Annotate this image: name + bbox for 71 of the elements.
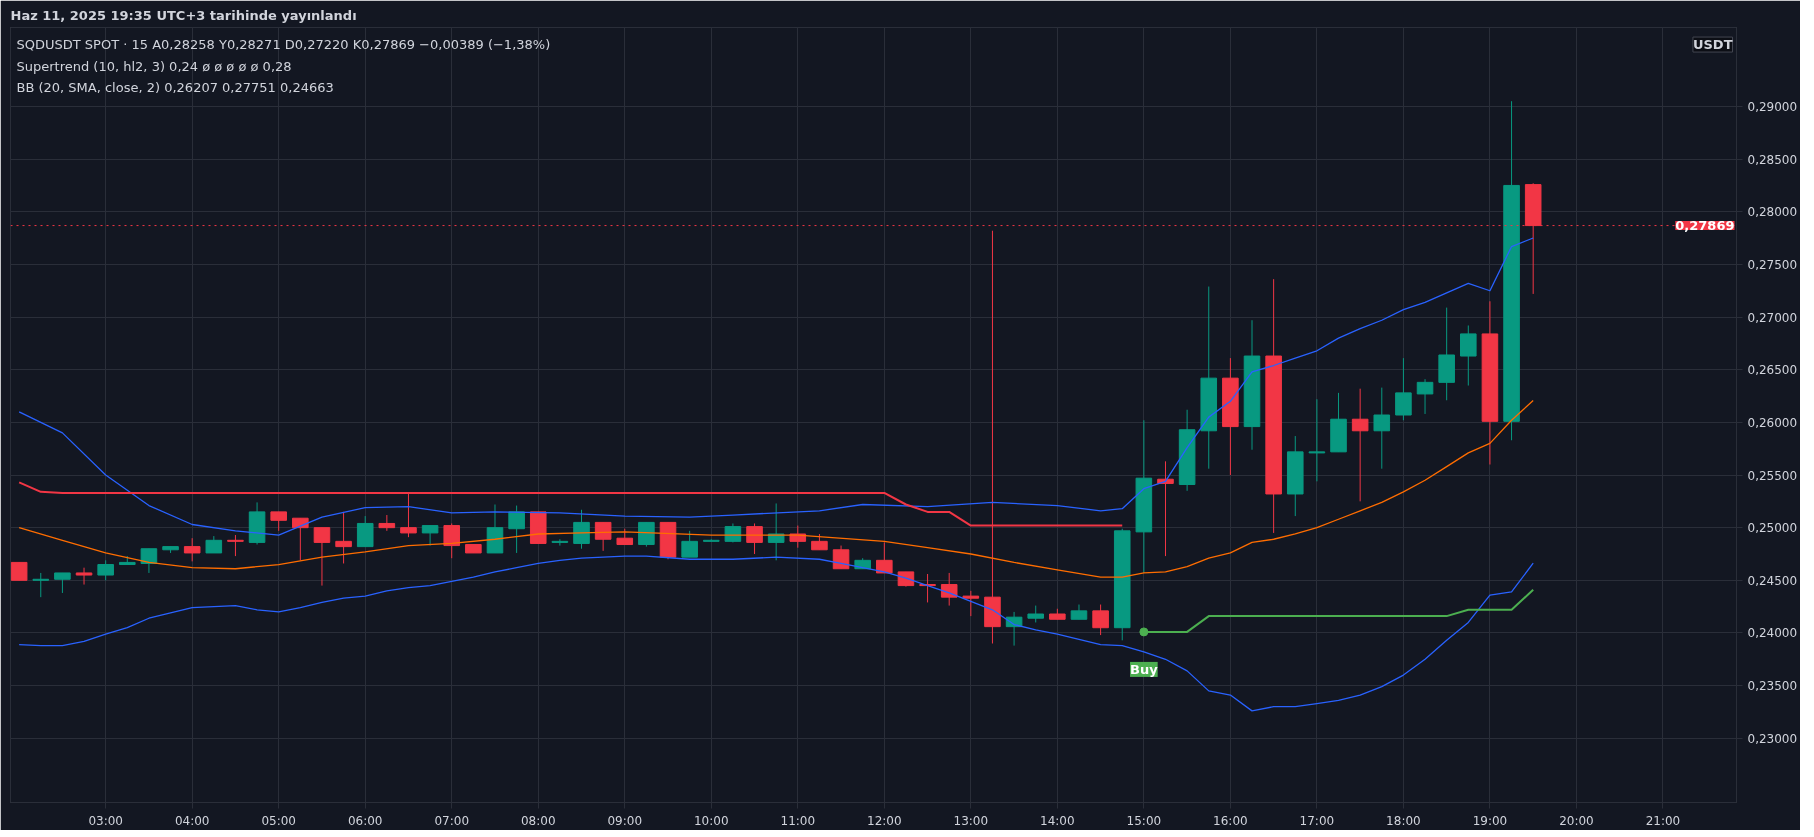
candlestick	[1416, 378, 1434, 415]
candlestick	[940, 572, 958, 607]
candlestick	[594, 521, 612, 552]
x-tick-label: 17:00	[1299, 813, 1335, 828]
chart-title: Haz 11, 2025 19:35 UTC+3 tarihinde yayınlandı	[10, 7, 357, 23]
annotation: USDT	[1692, 37, 1733, 53]
candlestick	[356, 515, 374, 548]
line-series	[18, 237, 1534, 536]
annotation: BB (20, SMA, close, 2) 0,26207 0,27751 0,24663	[16, 80, 334, 96]
y-tick-label: 0,23500	[1747, 679, 1798, 694]
candlestick	[876, 541, 893, 574]
candlestick	[832, 545, 850, 570]
y-tick-label: 0,23000	[1747, 731, 1798, 746]
x-tick-label: 16:00	[1213, 813, 1248, 828]
candlestick	[1373, 387, 1391, 470]
x-tick-label: 13:00	[953, 813, 989, 828]
candlestick	[573, 509, 590, 550]
candlestick	[421, 525, 439, 547]
candlestick	[1351, 388, 1369, 502]
y-tick-label: 0,25500	[1747, 468, 1798, 483]
y-tick-label: 0,27500	[1747, 257, 1798, 272]
candlestick	[508, 505, 525, 554]
x-tick-label: 03:00	[88, 813, 123, 828]
y-tick-label: 0,29000	[1747, 99, 1798, 114]
x-tick-label: 08:00	[520, 813, 556, 828]
candlestick	[97, 559, 114, 581]
candlestick	[1460, 325, 1477, 387]
x-tick-label: 06:00	[347, 813, 383, 828]
x-tick-label: 05:00	[261, 813, 296, 828]
x-tick-label: 12:00	[867, 813, 902, 828]
candlestick	[638, 521, 655, 548]
y-tick-label: 0,26000	[1747, 415, 1798, 430]
candlestick	[140, 548, 158, 574]
candlestick	[75, 567, 93, 586]
candlestick	[335, 511, 352, 564]
annotation: SQDUSDT SPOT · 15 A0,28258 Y0,28271 D0,27220 K0,27869 −0,00389 (−1,38%)	[16, 37, 551, 53]
y-tick-label: 0,28000	[1747, 205, 1798, 220]
candlestick	[1395, 357, 1412, 421]
y-tick-label: 0,28500	[1747, 152, 1798, 167]
ref-line-label: 0,27869	[1675, 218, 1735, 234]
x-tick-label: 04:00	[174, 813, 210, 828]
x-tick-label: 21:00	[1645, 813, 1681, 828]
candlestick	[54, 572, 71, 594]
x-tick-label: 10:00	[693, 813, 729, 828]
x-tick-label: 18:00	[1386, 813, 1421, 828]
candlestick	[227, 534, 244, 557]
candlestick	[32, 572, 50, 598]
x-tick-label: 14:00	[1040, 813, 1075, 828]
line-series	[18, 399, 1534, 578]
x-tick-label: 20:00	[1559, 813, 1594, 828]
candlestick	[270, 511, 287, 532]
x-tick-label: 11:00	[780, 813, 816, 828]
candlestick	[962, 590, 980, 617]
annotation: Supertrend (10, hl2, 3) 0,24 ø ø ø ø ø 0,28	[16, 58, 292, 74]
y-tick-label: 0,26500	[1747, 363, 1798, 378]
x-tick-label: 09:00	[607, 813, 643, 828]
candlestick	[313, 527, 331, 587]
x-tick-label: 19:00	[1472, 813, 1508, 828]
candlestick	[1308, 398, 1326, 482]
candlestick	[551, 538, 569, 547]
annotation: Buy	[1130, 661, 1159, 677]
candlestick	[681, 530, 698, 558]
candlestick	[443, 522, 461, 559]
y-tick-label: 0,25000	[1747, 521, 1798, 536]
y-tick-label: 0,24500	[1747, 573, 1798, 588]
candlestick	[183, 537, 201, 562]
x-tick-label: 15:00	[1126, 813, 1162, 828]
x-tick-label: 07:00	[434, 813, 470, 828]
y-tick-label: 0,27000	[1747, 310, 1798, 325]
y-tick-label: 0,24000	[1747, 626, 1798, 641]
candlestick	[1092, 604, 1109, 636]
